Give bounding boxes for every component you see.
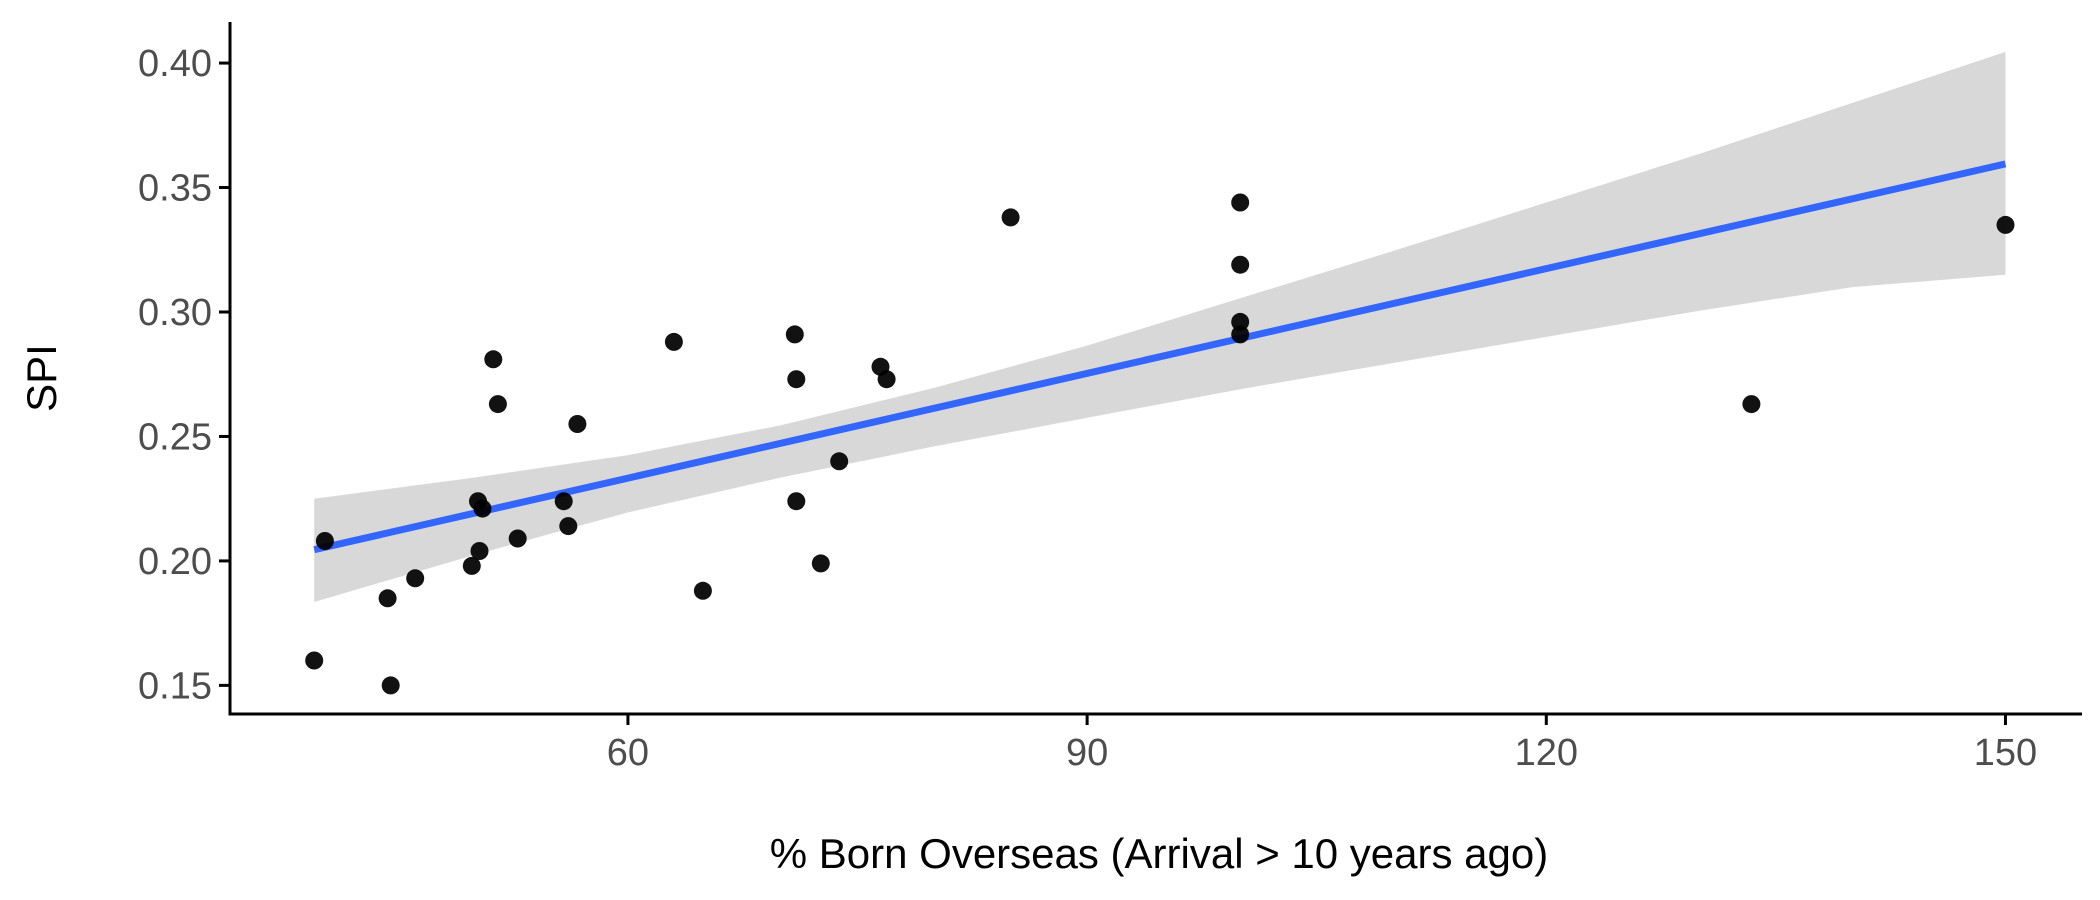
data-point — [568, 415, 587, 433]
data-point — [554, 492, 573, 511]
data-point — [1231, 193, 1250, 212]
data-point — [406, 569, 425, 588]
fit-line-layer — [313, 160, 2007, 554]
data-point — [381, 676, 400, 695]
data-point — [378, 589, 397, 608]
x-tick-label: 90 — [1066, 732, 1108, 774]
y-tick-label: 0.30 — [138, 292, 212, 334]
data-point — [787, 370, 806, 389]
data-point — [470, 542, 489, 560]
data-point — [877, 370, 896, 389]
y-tick-label: 0.20 — [138, 541, 212, 583]
x-tick-label: 60 — [607, 732, 649, 774]
data-point — [1231, 312, 1250, 331]
data-point — [1996, 215, 2015, 234]
fit-line — [313, 160, 2007, 554]
data-point — [462, 556, 481, 575]
data-point — [1231, 255, 1250, 274]
data-point — [787, 492, 806, 511]
x-tick-label: 120 — [1515, 732, 1578, 774]
data-point — [785, 325, 804, 344]
data-point — [305, 651, 324, 670]
data-point — [811, 554, 830, 573]
y-axis-title: SPI — [18, 344, 65, 412]
x-axis-title: % Born Overseas (Arrival > 10 years ago) — [770, 830, 1548, 877]
data-point — [559, 517, 578, 536]
axes-layer: 0.15 0.20 0.25 0.30 0.35 0.40 60 90 120 150 — [138, 22, 2082, 774]
y-tick-label: 0.25 — [138, 416, 212, 458]
data-point — [830, 452, 849, 471]
confidence-band-layer — [314, 51, 2006, 602]
confidence-band — [314, 51, 2006, 602]
data-point — [484, 350, 503, 369]
data-point — [664, 332, 683, 351]
data-point — [1231, 325, 1250, 344]
y-tick-label: 0.35 — [138, 168, 212, 210]
data-point — [315, 532, 334, 550]
x-tick-label: 150 — [1974, 732, 2037, 774]
data-points-layer — [305, 193, 2015, 695]
y-tick-label: 0.40 — [138, 43, 212, 85]
data-point — [693, 581, 712, 600]
y-tick-label: 0.15 — [138, 665, 212, 707]
data-point — [488, 395, 507, 414]
data-point — [473, 499, 492, 518]
data-point — [1001, 208, 1020, 227]
data-point — [1742, 395, 1761, 414]
data-point — [508, 529, 527, 548]
